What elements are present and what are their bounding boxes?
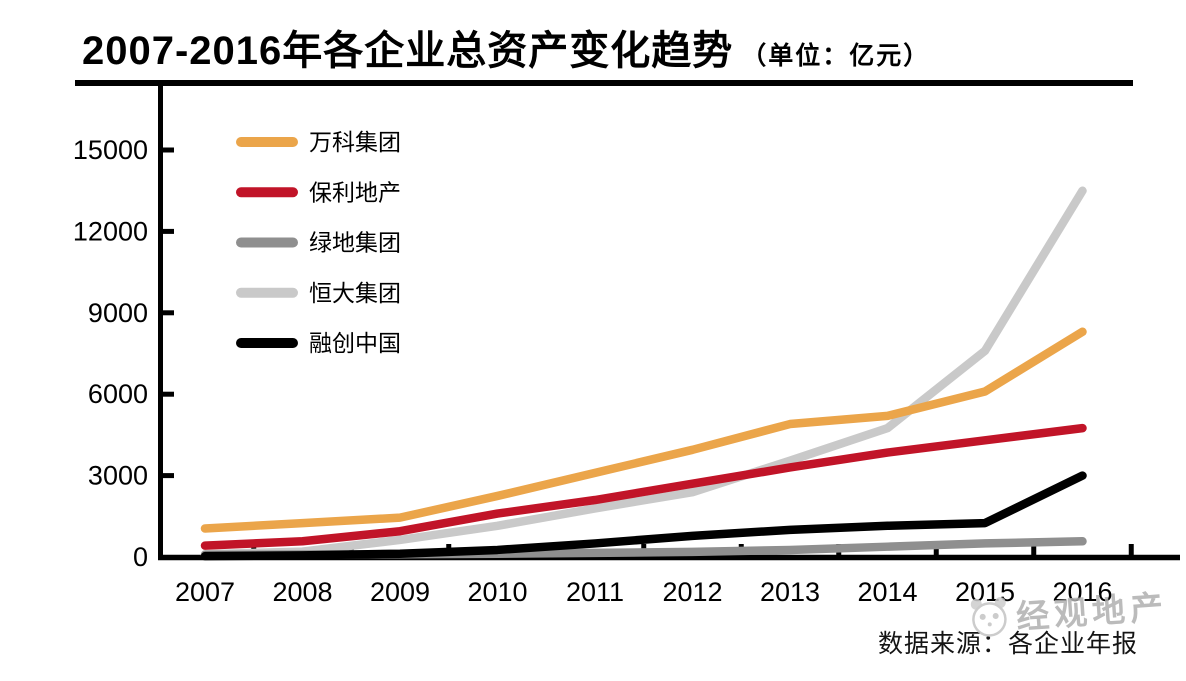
x-tick-label: 2016 (1052, 577, 1112, 607)
legend-label-evergrande: 恒大集团 (309, 280, 401, 306)
chart-title-unit: （单位：亿元） (741, 42, 931, 70)
legend-label-vanke: 万科集团 (309, 129, 401, 155)
chart-header: 2007-2016年各企业总资产变化趋势 （单位：亿元） (82, 18, 930, 76)
series-line-poly (200, 423, 1087, 550)
y-tick-label: 3000 (88, 461, 148, 491)
x-tick-label: 2012 (662, 577, 722, 607)
x-tick-label: 2008 (272, 577, 332, 607)
y-tick-label: 6000 (88, 379, 148, 409)
legend-label-poly: 保利地产 (309, 179, 401, 205)
x-tick-label: 2009 (370, 577, 430, 607)
y-tick-label: 0 (133, 542, 148, 572)
panda-mascot-icon (970, 597, 1007, 637)
chart-title: 2007-2016年各企业总资产变化趋势 (82, 29, 734, 73)
y-tick-label: 15000 (73, 135, 148, 165)
title-underline (75, 80, 1133, 86)
y-tick-label: 12000 (73, 216, 148, 246)
legend-label-sunac: 融创中国 (309, 330, 401, 356)
x-tick-label: 2011 (566, 577, 624, 607)
series-line-evergrande (200, 186, 1087, 559)
series-line-sunac (200, 471, 1087, 561)
data-source-note: 数据来源：各企业年报 (878, 630, 1139, 658)
legend-label-greenland: 绿地集团 (309, 230, 401, 256)
x-tick-label: 2013 (760, 577, 820, 607)
x-tick-label: 2014 (857, 577, 917, 607)
watermark-text: 经观地产 (1015, 587, 1170, 636)
x-tick-label: 2010 (467, 577, 527, 607)
watermark: 经观地产 (964, 578, 1169, 644)
y-tick-label: 9000 (88, 298, 148, 328)
series-line-vanke (200, 327, 1087, 533)
x-tick-label: 2007 (175, 577, 235, 607)
